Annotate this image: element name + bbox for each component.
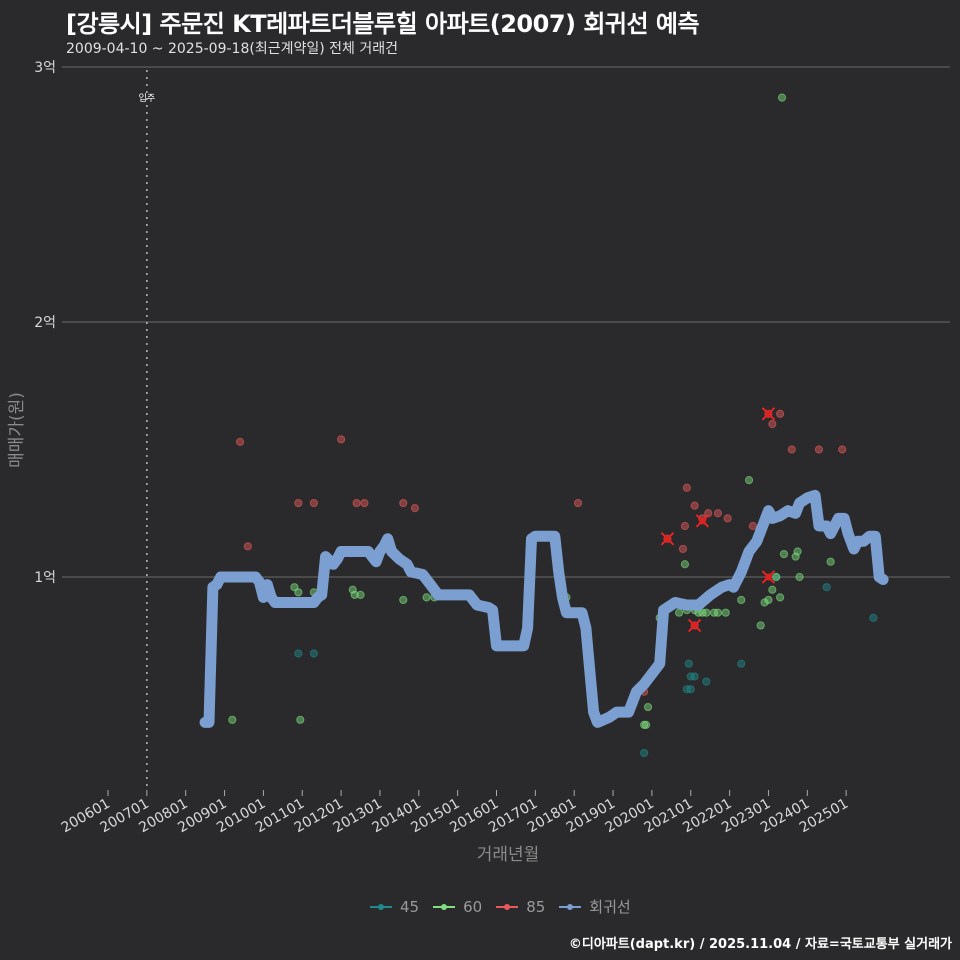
data-point-85	[723, 514, 732, 523]
y-tick-label: 3억	[34, 60, 56, 76]
data-point-85	[682, 483, 691, 492]
data-point-60	[793, 547, 802, 556]
data-point-60	[795, 572, 804, 582]
data-point-85	[573, 498, 583, 508]
data-point-60	[643, 702, 653, 712]
data-point-45	[686, 685, 695, 694]
legend-key-regression-icon	[559, 901, 582, 913]
data-point-85	[678, 544, 688, 554]
data-point-60	[296, 715, 305, 724]
legend-item-regression: 회귀선	[559, 896, 631, 917]
recent-trade-dot	[698, 517, 706, 525]
data-point-45	[309, 649, 319, 658]
data-point-60	[779, 549, 789, 559]
x-axis-label: 거래년월	[477, 845, 540, 865]
data-point-60	[674, 608, 684, 617]
data-point-60	[776, 593, 785, 602]
y-tick-label: 2억	[34, 315, 56, 331]
data-point-85	[337, 435, 346, 444]
data-point-85	[838, 445, 847, 454]
data-point-45	[737, 659, 746, 668]
legend-key-60-icon	[433, 901, 456, 913]
data-point-85	[399, 498, 408, 508]
data-point-85	[360, 498, 369, 508]
data-point-60	[399, 595, 408, 605]
data-point-60	[713, 608, 723, 617]
data-point-60	[294, 588, 303, 597]
data-point-85	[713, 509, 723, 518]
data-point-60	[768, 585, 777, 594]
recent-trade-dot	[663, 535, 671, 543]
data-point-60	[756, 621, 765, 630]
data-point-60	[777, 93, 787, 102]
chart-title: [강릉시] 주문진 KT레파트더블루힐 아파트(2007) 회귀선 예측	[66, 10, 700, 38]
y-axis-label: 매매가(원)	[7, 392, 27, 468]
move-in-label: 입주	[139, 92, 156, 104]
legend-label-regression: 회귀선	[589, 898, 631, 916]
recent-trade-dot	[764, 410, 772, 418]
data-point-60	[721, 608, 730, 617]
data-point-60	[641, 720, 651, 730]
data-point-85	[680, 521, 690, 531]
data-point-45	[294, 649, 303, 658]
legend-key-45-icon	[370, 901, 392, 913]
data-point-60	[680, 560, 690, 569]
y-tick-label: 1억	[34, 570, 56, 586]
data-point-45	[869, 613, 878, 622]
data-point-45	[690, 672, 699, 681]
data-point-85	[309, 498, 319, 508]
data-point-85	[787, 445, 796, 454]
data-point-85	[776, 409, 785, 418]
data-point-60	[744, 476, 754, 485]
regression-line	[199, 489, 889, 728]
data-point-85	[704, 509, 713, 518]
data-point-85	[410, 504, 420, 513]
data-point-45	[640, 748, 649, 758]
data-point-60	[350, 590, 359, 599]
recent-trade-dot	[691, 621, 699, 629]
legend-key-85-icon	[496, 901, 519, 913]
data-point-60	[228, 715, 237, 724]
data-point-85	[243, 542, 252, 551]
data-point-85	[768, 419, 777, 429]
data-point-60	[764, 595, 773, 605]
data-point-45	[822, 583, 831, 592]
legend-label-85: 85	[526, 897, 546, 916]
legend-label-45: 45	[400, 897, 420, 916]
legend-label-60: 60	[463, 897, 483, 916]
source-credit: ©디아파트(dapt.kr) / 2025.11.04 / 자료=국토교통부 실…	[568, 937, 952, 952]
data-point-60	[356, 590, 365, 599]
data-point-60	[737, 595, 746, 605]
data-point-85	[814, 445, 824, 454]
legend-item-85: 85	[496, 898, 545, 916]
data-point-60	[772, 572, 781, 582]
chart-subtitle: 2009-04-10 ~ 2025-09-18(최근계약일) 전체 거래건	[66, 41, 398, 57]
data-point-45	[702, 677, 711, 686]
legend-item-60: 60	[433, 898, 482, 916]
data-point-85	[294, 498, 303, 508]
legend-item-45: 45	[370, 898, 419, 916]
data-point-60	[826, 557, 835, 566]
data-point-60	[702, 608, 711, 617]
legend: 45 60 85 회귀선	[370, 896, 631, 917]
data-point-85	[235, 437, 245, 446]
data-point-85	[748, 521, 758, 531]
data-point-85	[690, 501, 699, 510]
data-point-45	[684, 659, 693, 668]
data-point-85	[352, 498, 361, 508]
recent-trade-dot	[764, 573, 772, 581]
data-point-60	[422, 593, 431, 602]
